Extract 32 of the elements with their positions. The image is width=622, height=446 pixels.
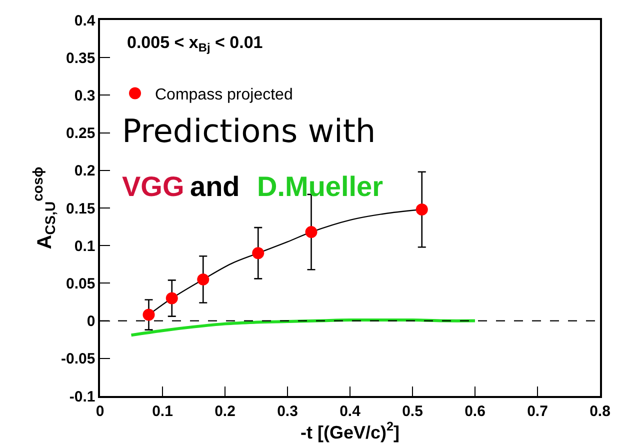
y-tick-label: 0.4 (74, 12, 96, 30)
y-tick-label: 0.1 (74, 238, 96, 255)
point (142, 308, 155, 321)
annotation: Predictions with (122, 112, 376, 150)
point (416, 204, 428, 216)
x-tick-label: 0.2 (214, 402, 236, 420)
x-tick-label: 0.5 (402, 402, 423, 420)
legend-label: Compass projected (155, 86, 293, 104)
point (166, 292, 178, 304)
x-tick-label: 0.7 (527, 402, 548, 420)
annotation: and (190, 171, 240, 202)
y-tick-label: -0.1 (69, 388, 96, 406)
y-tick-label: 0 (86, 313, 96, 330)
y-tick-label: -0.05 (61, 350, 96, 368)
x-tick-label: 0.6 (464, 402, 486, 420)
y-tick-label: 0.15 (66, 200, 96, 218)
annotation: D.Mueller (257, 171, 384, 202)
y-tick-label: 0.35 (66, 50, 96, 67)
point (197, 273, 210, 286)
x-tick-label: 0.1 (152, 402, 173, 420)
annotation: VGG (122, 171, 184, 202)
y-tick-label: 0.3 (74, 87, 96, 104)
point (305, 226, 318, 238)
x-tick-label: 0.4 (340, 402, 362, 420)
x-tick-label: 0.8 (590, 402, 610, 420)
y-tick-label: 0.25 (66, 125, 96, 142)
y-tick-label: 0.2 (74, 162, 96, 180)
x-tick-label: 0.3 (277, 402, 298, 420)
y-tick-label: 0.05 (66, 275, 96, 292)
x-axis-title: -t [(GeV/c)$^{2}$] (300, 420, 400, 442)
point (252, 247, 264, 260)
annotation: 0.005 < x$_{Bj}$ < 0.01 (127, 33, 263, 55)
